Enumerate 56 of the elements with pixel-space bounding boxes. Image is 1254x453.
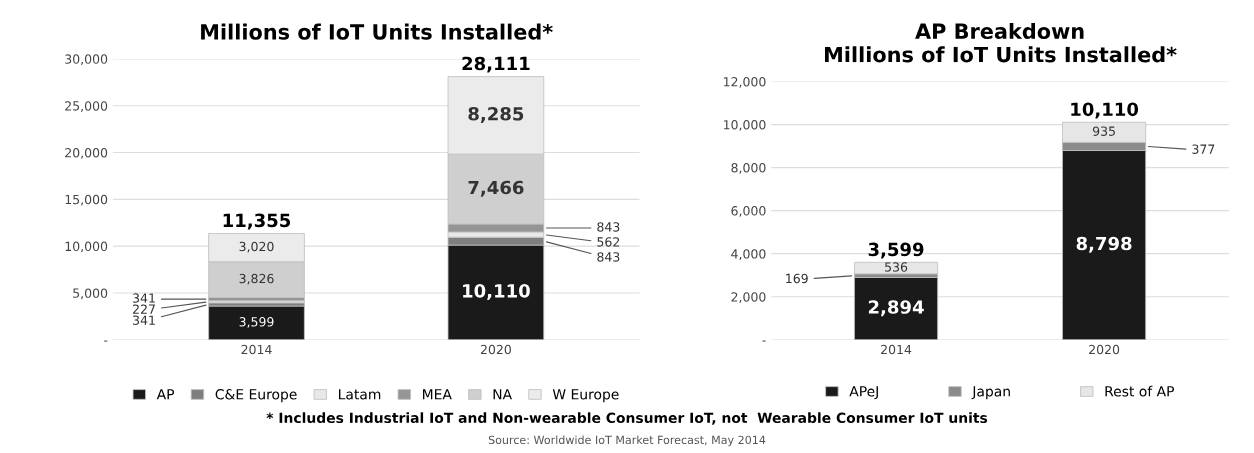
y-tick-label: 5,000 <box>73 288 108 300</box>
legend-label: AP <box>156 389 175 400</box>
y-tick-label: 2,000 <box>731 292 766 303</box>
data-label: 8,798 <box>1076 236 1132 253</box>
source-note: Source: Worldwide IoT Market Forecast, May 2014 <box>488 435 766 447</box>
y-tick-label: 25,000 <box>65 101 108 112</box>
data-label: 3,020 <box>239 241 274 253</box>
bar <box>854 277 939 340</box>
y-tick-label: 8,000 <box>731 163 766 174</box>
legend-label: W Europe <box>552 389 619 403</box>
y-tick-label: 10,000 <box>723 120 766 131</box>
y-tick-label: 20,000 <box>65 147 108 159</box>
data-label: 536 <box>885 262 908 272</box>
chart-title: Millions of IoT Units Installed* <box>201 23 553 40</box>
data-label: 10,110 <box>463 284 530 300</box>
legend-label: MEA <box>423 389 452 400</box>
legend-label: C&E Europe <box>215 389 297 403</box>
data-label: 341 <box>133 315 155 325</box>
data-label: 341 <box>133 293 155 303</box>
y-tick-label: 15,000 <box>65 194 108 206</box>
data-label: 2,894 <box>868 300 924 317</box>
data-label: 8,285 <box>468 106 524 123</box>
data-label: 7,466 <box>468 180 524 197</box>
data-label: 843 <box>597 222 620 232</box>
data-label: 562 <box>597 237 620 247</box>
total-label: 11,355 <box>223 213 291 230</box>
chart-title: AP Breakdown Millions of IoT Units Installed* <box>824 22 1177 63</box>
data-label: 227 <box>133 304 155 314</box>
text: * Includes Industrial IoT and Non-wearable Consumer IoT, not Wearable Consumer IoT units <box>266 412 988 425</box>
legend-label: NA <box>493 389 512 400</box>
total-label: 28,111 <box>462 56 530 73</box>
x-tick-label: 2020 <box>1089 344 1120 355</box>
total-label: 10,110 <box>1071 102 1139 119</box>
data-label: 935 <box>1092 126 1115 136</box>
legend-label: Japan <box>971 386 1010 400</box>
y-tick-label: - <box>104 340 108 342</box>
data-label: 169 <box>786 273 808 284</box>
y-tick-label: 6,000 <box>731 206 766 217</box>
legend-label: Rest of AP <box>1105 385 1174 397</box>
bar <box>854 261 939 275</box>
data-label: 3,826 <box>239 273 274 285</box>
data-label: 377 <box>1192 144 1215 154</box>
x-tick-label: 2020 <box>480 344 511 355</box>
total-label: 3,599 <box>868 242 924 259</box>
y-tick-label: 12,000 <box>723 77 766 88</box>
y-tick-label: - <box>762 340 766 342</box>
y-tick-label: 10,000 <box>65 241 108 253</box>
x-tick-label: 2014 <box>241 344 272 355</box>
data-label: 843 <box>597 252 620 262</box>
data-label: 3,599 <box>239 317 274 328</box>
legend-label: APeJ <box>849 386 878 400</box>
legend-label: Latam <box>339 389 381 400</box>
y-tick-label: 4,000 <box>731 249 766 260</box>
x-tick-label: 2014 <box>881 344 912 355</box>
y-tick-label: 30,000 <box>65 54 108 66</box>
bar <box>208 305 305 340</box>
